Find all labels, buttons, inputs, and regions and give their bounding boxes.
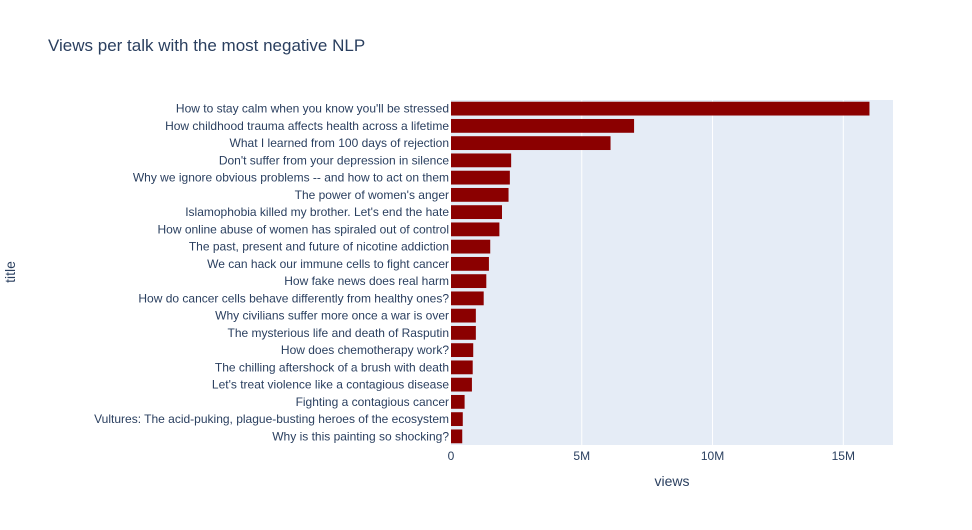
bar[interactable] — [451, 308, 476, 323]
bar[interactable] — [451, 274, 487, 289]
y-tick-label: Fighting a contagious cancer — [296, 395, 449, 409]
y-tick-label: Why we ignore obvious problems -- and ho… — [133, 171, 449, 185]
bars — [451, 101, 870, 444]
bar[interactable] — [451, 153, 512, 168]
bar[interactable] — [451, 170, 510, 185]
y-tick-label: Islamophobia killed my brother. Let's en… — [185, 205, 449, 219]
bar[interactable] — [451, 325, 476, 340]
bar[interactable] — [451, 187, 509, 202]
bar[interactable] — [451, 205, 502, 220]
bar[interactable] — [451, 256, 489, 271]
x-tick-label: 0 — [448, 449, 455, 463]
y-tick-label: Let's treat violence like a contagious d… — [212, 378, 449, 392]
y-tick-label: How fake news does real harm — [284, 274, 449, 288]
bar[interactable] — [451, 136, 611, 151]
bar[interactable] — [451, 222, 500, 237]
bar[interactable] — [451, 291, 484, 306]
x-tick-labels: 0 5M 10M 15M — [448, 449, 855, 463]
y-tick-label: Vultures: The acid-puking, plague-bustin… — [94, 412, 449, 426]
bar[interactable] — [451, 412, 463, 427]
bar[interactable] — [451, 101, 870, 116]
bar[interactable] — [451, 118, 635, 133]
y-tick-label: We can hack our immune cells to fight ca… — [207, 257, 449, 271]
y-tick-label: The mysterious life and death of Rasputi… — [228, 326, 449, 340]
bar[interactable] — [451, 239, 491, 254]
y-tick-label: The chilling aftershock of a brush with … — [215, 360, 449, 374]
bar[interactable] — [451, 394, 465, 409]
y-tick-labels: How to stay calm when you know you'll be… — [94, 102, 449, 444]
plot-area — [451, 100, 893, 445]
y-tick-label: Don't suffer from your depression in sil… — [219, 153, 450, 167]
y-tick-label: How does chemotherapy work? — [281, 343, 449, 357]
y-axis-label: title — [2, 261, 18, 283]
y-tick-label: How childhood trauma affects health acro… — [165, 119, 449, 133]
y-tick-label: The power of women's anger — [295, 188, 449, 202]
y-tick-label: The past, present and future of nicotine… — [189, 240, 449, 254]
y-tick-label: How do cancer cells behave differently f… — [138, 291, 449, 305]
y-tick-label: What I learned from 100 days of rejectio… — [230, 136, 449, 150]
x-tick-label: 5M — [573, 449, 590, 463]
chart-title: Views per talk with the most negative NL… — [48, 36, 365, 55]
x-tick-label: 10M — [701, 449, 724, 463]
y-tick-label: How to stay calm when you know you'll be… — [176, 102, 449, 116]
y-tick-label: Why civilians suffer more once a war is … — [215, 309, 449, 323]
x-tick-label: 15M — [832, 449, 855, 463]
y-tick-label: Why is this painting so shocking? — [272, 429, 449, 443]
gridlines — [581, 100, 844, 445]
bar[interactable] — [451, 429, 463, 444]
bar[interactable] — [451, 343, 474, 358]
y-tick-label: How online abuse of women has spiraled o… — [157, 222, 449, 236]
bar[interactable] — [451, 377, 472, 392]
x-axis-label: views — [654, 473, 689, 489]
bar[interactable] — [451, 360, 473, 375]
